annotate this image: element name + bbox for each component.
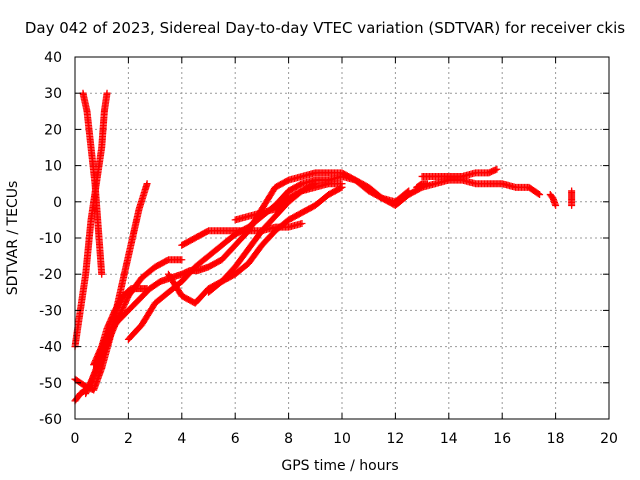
y-tick-label: 0 (53, 195, 62, 211)
y-tick-label: -10 (39, 231, 62, 247)
x-tick-label: 18 (547, 431, 565, 447)
x-tick-label: 0 (71, 431, 80, 447)
y-tick-label: 30 (44, 86, 62, 102)
x-tick-label: 4 (177, 431, 186, 447)
series-arc-7 (124, 172, 413, 343)
x-tick-label: 20 (600, 431, 618, 447)
data-point (298, 220, 306, 228)
x-tick-label: 16 (493, 431, 511, 447)
series-arc-13 (413, 180, 431, 191)
x-tick-label: 10 (333, 431, 351, 447)
x-tick-label: 8 (284, 431, 293, 447)
x-tick-label: 6 (231, 431, 240, 447)
y-tick-label: 20 (44, 122, 62, 138)
y-tick-label: -30 (39, 303, 62, 319)
data-point (103, 89, 111, 97)
data-point (405, 187, 413, 195)
data-point (493, 165, 501, 173)
data-point (552, 201, 560, 209)
series-arc-15 (568, 187, 576, 209)
y-tick-label: -20 (39, 267, 62, 283)
series-arc-10 (205, 180, 319, 296)
series-arc-14 (546, 191, 560, 209)
y-tick-label: 40 (44, 50, 62, 66)
data-point (536, 191, 544, 199)
y-tick-label: -40 (39, 340, 62, 356)
series-arc-11 (231, 180, 346, 224)
data-point (568, 201, 576, 209)
data-point (338, 180, 346, 188)
series-arc-2 (79, 89, 106, 278)
data-point (404, 188, 412, 196)
data-point (178, 256, 186, 264)
data-point (423, 180, 431, 188)
y-axis-label: SDTVAR / TECUs (5, 181, 21, 296)
series-arc-12 (418, 165, 501, 180)
grid (75, 57, 609, 419)
data-points (71, 89, 576, 405)
x-tick-label: 12 (386, 431, 404, 447)
x-tick-label: 14 (440, 431, 458, 447)
series-arc-4 (71, 180, 151, 394)
series-arc-9 (178, 220, 306, 249)
x-tick-label: 2 (124, 431, 133, 447)
chart-title: Day 042 of 2023, Sidereal Day-to-day VTE… (25, 19, 625, 37)
ticks: 0 2 4 6 8 10 12 14 16 18 20 -60 -50 -40 -30 -20 -10 0 10 20… (39, 50, 618, 447)
data-point (143, 180, 151, 188)
y-tick-label: -50 (39, 376, 62, 392)
x-axis-label: GPS time / hours (281, 458, 398, 474)
y-tick-label: -60 (39, 412, 62, 428)
series-arc-3 (71, 89, 111, 351)
data-point (98, 270, 106, 278)
series-arc-8 (164, 183, 346, 307)
data-point (534, 190, 542, 198)
y-tick-label: 10 (44, 159, 62, 175)
